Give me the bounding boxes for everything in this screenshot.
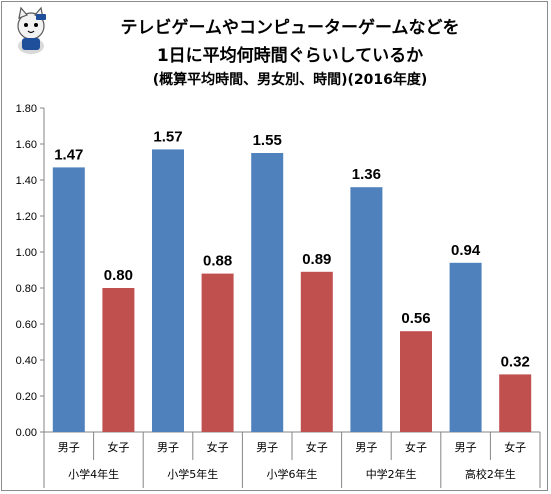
chart-title-line-2: 1日に平均何時間ぐらいしているか: [156, 46, 424, 66]
category-label: 男子: [256, 441, 278, 454]
data-label: 1.57: [153, 128, 182, 145]
category-label: 女子: [207, 440, 229, 454]
y-tick-label: 0.40: [16, 355, 37, 367]
bar: [449, 262, 482, 432]
category-label: 男子: [355, 441, 377, 454]
y-tick-label: 1.60: [16, 139, 37, 151]
category-label: 女子: [405, 440, 427, 454]
data-label: 0.56: [401, 310, 430, 327]
y-tick-label: 1.80: [16, 103, 37, 115]
bar: [400, 331, 432, 432]
bar: [300, 271, 333, 432]
category-label: 女子: [306, 440, 328, 454]
bar: [52, 167, 85, 432]
y-tick-label: 0.80: [16, 283, 37, 295]
category-label: 男子: [157, 441, 179, 454]
data-label: 0.88: [203, 253, 232, 270]
data-label: 1.47: [54, 146, 83, 163]
y-tick-label: 1.20: [16, 211, 37, 223]
data-label: 1.36: [352, 166, 381, 183]
bar: [251, 153, 284, 432]
bar: [201, 273, 234, 432]
group-label: 中学2年生: [366, 467, 417, 481]
category-label: 男子: [455, 441, 477, 454]
data-label: 0.89: [302, 251, 331, 268]
bar: [102, 288, 135, 432]
group-label: 小学5年生: [167, 467, 218, 481]
group-label: 小学6年生: [267, 467, 318, 481]
cat-mascot-icon: [17, 6, 46, 54]
group-label: 高校2年生: [465, 467, 516, 481]
data-label: 0.80: [104, 267, 133, 284]
category-label: 男子: [58, 441, 80, 454]
group-label: 小学4年生: [68, 467, 119, 481]
bar: [152, 149, 184, 432]
y-tick-label: 0.20: [16, 391, 37, 403]
data-label: 1.55: [253, 132, 282, 149]
y-tick-label: 1.40: [16, 175, 37, 187]
category-label: 女子: [504, 440, 526, 454]
data-label: 0.94: [451, 242, 481, 259]
category-label: 女子: [107, 440, 129, 454]
bar: [350, 187, 383, 432]
y-tick-label: 1.00: [16, 247, 37, 259]
data-label: 0.32: [501, 353, 530, 370]
y-tick-label: 0.60: [16, 319, 37, 331]
chart-title-line-1: テレビゲームやコンピューターゲームなどを: [120, 18, 460, 38]
bar: [499, 374, 532, 432]
y-tick-label: 0.00: [16, 427, 37, 439]
chart-subtitle: (概算平均時間、男女別、時間)(2016年度): [152, 72, 428, 88]
